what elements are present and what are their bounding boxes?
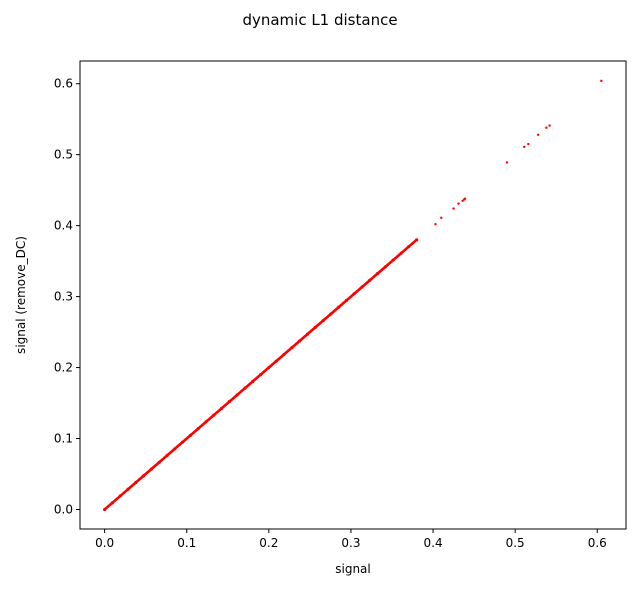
scatter-point xyxy=(457,202,460,205)
scatter-point xyxy=(536,133,540,137)
scatter-point xyxy=(452,207,455,210)
scatter-point xyxy=(313,325,317,330)
plot-area xyxy=(79,60,627,530)
y-tick-label: 0.5 xyxy=(54,148,73,162)
y-axis-label: signal (remove_DC) xyxy=(14,236,28,354)
scatter-point xyxy=(461,199,464,202)
scatter-point xyxy=(383,265,388,269)
scatter-point xyxy=(522,145,526,149)
scatter-point xyxy=(440,216,443,220)
scatter-point xyxy=(142,474,146,478)
scatter-point xyxy=(282,352,286,357)
y-tick-label: 0.4 xyxy=(54,219,73,233)
scatter-point xyxy=(391,258,395,262)
scatter-point xyxy=(251,379,255,383)
scatter-point xyxy=(110,501,115,505)
scatter-point xyxy=(600,79,603,83)
scatter-point xyxy=(527,142,530,146)
scatter-point xyxy=(407,244,411,249)
scatter-point xyxy=(181,440,185,444)
scatter-point xyxy=(298,339,302,343)
y-tick-label: 0.6 xyxy=(54,77,73,91)
x-axis-label: signal xyxy=(335,562,371,576)
scatter-point xyxy=(204,420,208,424)
scatter-point xyxy=(134,480,138,485)
scatter-point xyxy=(165,453,169,458)
scatter-point xyxy=(126,487,130,491)
x-axis-ticks: 0.0 0.1 0.2 0.3 0.4 0.5 0.6 xyxy=(95,529,607,550)
scatter-point xyxy=(376,271,380,276)
scatter-point xyxy=(360,285,364,289)
scatter-point xyxy=(274,359,278,363)
y-tick-label: 0.2 xyxy=(54,361,73,375)
scatter-point xyxy=(352,292,356,296)
scatter-point xyxy=(149,467,154,471)
x-tick-label: 0.0 xyxy=(95,536,114,550)
scatter-point xyxy=(337,305,341,309)
scatter-point xyxy=(329,312,333,316)
scatter-point xyxy=(188,433,193,437)
x-tick-label: 0.4 xyxy=(424,536,443,550)
scatter-point xyxy=(368,278,372,282)
x-tick-label: 0.6 xyxy=(588,536,607,550)
scatter-point xyxy=(545,126,548,129)
y-axis-ticks: 0.0 0.1 0.2 0.3 0.4 0.5 0.6 xyxy=(54,77,80,516)
scatter-point xyxy=(212,413,216,417)
scatter-point xyxy=(259,373,263,377)
scatter-point xyxy=(157,460,161,464)
scatter-point xyxy=(173,447,177,451)
x-tick-label: 0.5 xyxy=(506,536,525,550)
y-tick-label: 0.0 xyxy=(54,502,73,516)
scatter-point xyxy=(399,251,403,255)
scatter-point xyxy=(220,406,224,410)
chart-title: dynamic L1 distance xyxy=(242,11,397,29)
x-tick-label: 0.2 xyxy=(259,536,278,550)
scatter-point xyxy=(103,507,107,512)
scatter-point xyxy=(196,426,200,431)
x-tick-label: 0.1 xyxy=(177,536,196,550)
scatter-point xyxy=(463,197,467,200)
scatter-point xyxy=(243,386,247,390)
scatter-point xyxy=(266,366,271,370)
scatter-point xyxy=(235,393,239,397)
axes-frame xyxy=(79,60,627,530)
scatter-point xyxy=(505,161,509,164)
x-tick-label: 0.3 xyxy=(341,536,360,550)
y-tick-label: 0.1 xyxy=(54,432,73,446)
scatter-point xyxy=(344,298,349,303)
scatter-point xyxy=(227,400,232,404)
y-tick-label: 0.3 xyxy=(54,290,73,304)
scatter-point xyxy=(415,238,419,242)
scatter-point xyxy=(118,494,122,498)
scatter-point xyxy=(305,332,310,336)
scatter-point xyxy=(290,346,294,350)
points-layer xyxy=(103,79,603,512)
scatter-point xyxy=(548,124,551,127)
scatter-point xyxy=(434,223,437,226)
scatter-point xyxy=(321,319,325,323)
